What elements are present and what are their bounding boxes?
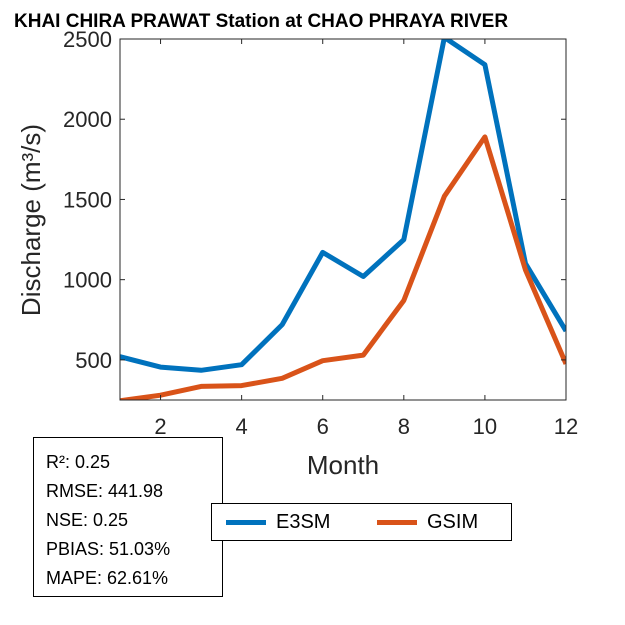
legend: E3SM GSIM (211, 503, 512, 541)
legend-label-e3sm: E3SM (276, 510, 331, 533)
y-tick-label: 2000 (63, 107, 112, 132)
x-tick-label: 4 (236, 414, 248, 439)
x-tick-label: 6 (317, 414, 329, 439)
series-line-e3sm (120, 39, 566, 373)
x-axis-label: Month (307, 450, 379, 480)
x-tick-label: 8 (398, 414, 410, 439)
y-tick-label: 1500 (63, 187, 112, 212)
legend-item-e3sm: E3SM (226, 504, 330, 540)
legend-label-gsim: GSIM (427, 510, 479, 533)
axis-ticks: 2 4 6 8 10 12 500 1000 1500 2000 2500 (63, 27, 578, 439)
legend-swatch-e3sm (226, 519, 266, 525)
legend-item-gsim: GSIM (377, 504, 478, 540)
series-lines (120, 39, 566, 400)
x-tick-label: 2 (154, 414, 166, 439)
x-tick-label: 12 (554, 414, 578, 439)
y-tick-label: 2500 (63, 27, 112, 52)
series-line-gsim (120, 134, 566, 400)
legend-swatch-gsim (377, 519, 417, 525)
plot-frame (119, 38, 567, 401)
stat-rmse: RMSE: 441.98 (46, 481, 164, 501)
y-tick-label: 500 (75, 348, 112, 373)
stat-nse: NSE: 0.25 (46, 510, 129, 530)
stat-r2: R²: 0.25 (46, 452, 111, 472)
plot-area (120, 39, 566, 400)
y-tick-label: 1000 (63, 268, 112, 293)
y-axis-label: Discharge (m³/s) (16, 124, 46, 316)
stat-mape: MAPE: 62.61% (46, 568, 169, 588)
chart-title: KHAI CHIRA PRAWAT Station at CHAO PHRAYA… (14, 11, 508, 32)
x-tick-label: 10 (473, 414, 497, 439)
stats-box: R²: 0.25 RMSE: 441.98 NSE: 0.25 PBIAS: 5… (33, 437, 223, 597)
stat-pbias: PBIAS: 51.03% (46, 539, 171, 559)
